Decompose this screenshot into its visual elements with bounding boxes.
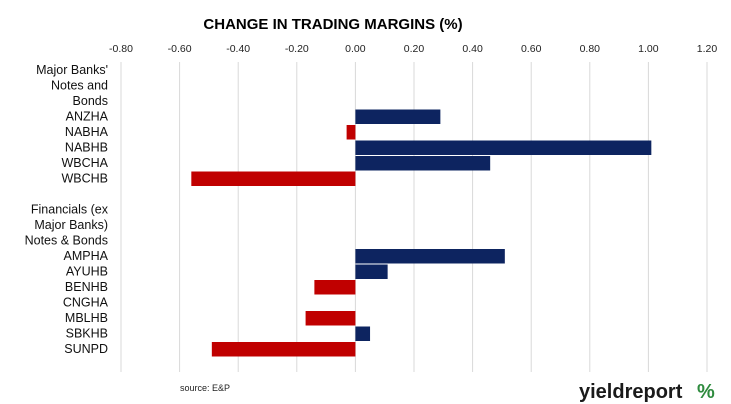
bar-sbkhb bbox=[355, 326, 371, 341]
yieldreport-logo: yieldreport % bbox=[579, 381, 715, 403]
bars bbox=[191, 109, 652, 357]
category-label: ANZHA bbox=[66, 109, 109, 123]
logo-percent-icon: % bbox=[697, 381, 715, 403]
bar-mblhb bbox=[305, 311, 356, 326]
x-tick-label: -0.80 bbox=[109, 43, 133, 55]
bar-nabhb bbox=[355, 140, 652, 155]
x-axis-tick-labels: -0.80 -0.60 -0.40 -0.20 0.00 0.20 0.40 0.60 0.80… bbox=[109, 43, 717, 55]
bar-wbchb bbox=[191, 171, 356, 186]
chart-title: CHANGE IN TRADING MARGINS (%) bbox=[203, 16, 462, 33]
group-label: Financials (ex bbox=[31, 202, 109, 216]
gridlines bbox=[120, 62, 708, 372]
category-label: WBCHA bbox=[61, 156, 108, 170]
group-label: Notes and bbox=[51, 78, 108, 92]
x-tick-label: 0.60 bbox=[521, 43, 542, 55]
bar-wbcha bbox=[355, 156, 491, 171]
category-label: CNGHA bbox=[63, 295, 109, 309]
category-label: AMPHA bbox=[64, 249, 109, 263]
bar-benhb bbox=[314, 280, 356, 295]
x-tick-label: 1.00 bbox=[638, 43, 659, 55]
x-tick-label: -0.20 bbox=[285, 43, 309, 55]
bar-anzha bbox=[355, 109, 441, 124]
category-label: NABHA bbox=[65, 125, 109, 139]
x-tick-label: 0.20 bbox=[404, 43, 425, 55]
x-tick-label: 0.00 bbox=[345, 43, 366, 55]
bar-sunpd bbox=[211, 342, 356, 357]
bar-ampha bbox=[355, 249, 505, 264]
category-label: MBLHB bbox=[65, 311, 108, 325]
x-tick-label: 0.80 bbox=[580, 43, 601, 55]
category-label: BENHB bbox=[65, 280, 108, 294]
bar-nabha bbox=[346, 125, 356, 140]
group-label: Major Banks' bbox=[36, 63, 108, 77]
group-label: Notes & Bonds bbox=[25, 233, 108, 247]
category-label: NABHB bbox=[65, 140, 108, 154]
group-label: Bonds bbox=[73, 94, 108, 108]
source-note: source: E&P bbox=[180, 383, 230, 393]
logo-wordmark: yieldreport bbox=[579, 381, 683, 403]
category-label: WBCHB bbox=[61, 171, 108, 185]
x-tick-label: -0.40 bbox=[226, 43, 250, 55]
x-tick-label: -0.60 bbox=[168, 43, 192, 55]
bar-ayuhb bbox=[355, 264, 388, 279]
category-label: SUNPD bbox=[64, 342, 108, 356]
x-tick-label: 1.20 bbox=[697, 43, 718, 55]
x-tick-label: 0.40 bbox=[462, 43, 483, 55]
category-label: SBKHB bbox=[66, 326, 108, 340]
category-label: AYUHB bbox=[66, 264, 108, 278]
group-label: Major Banks) bbox=[34, 218, 108, 232]
